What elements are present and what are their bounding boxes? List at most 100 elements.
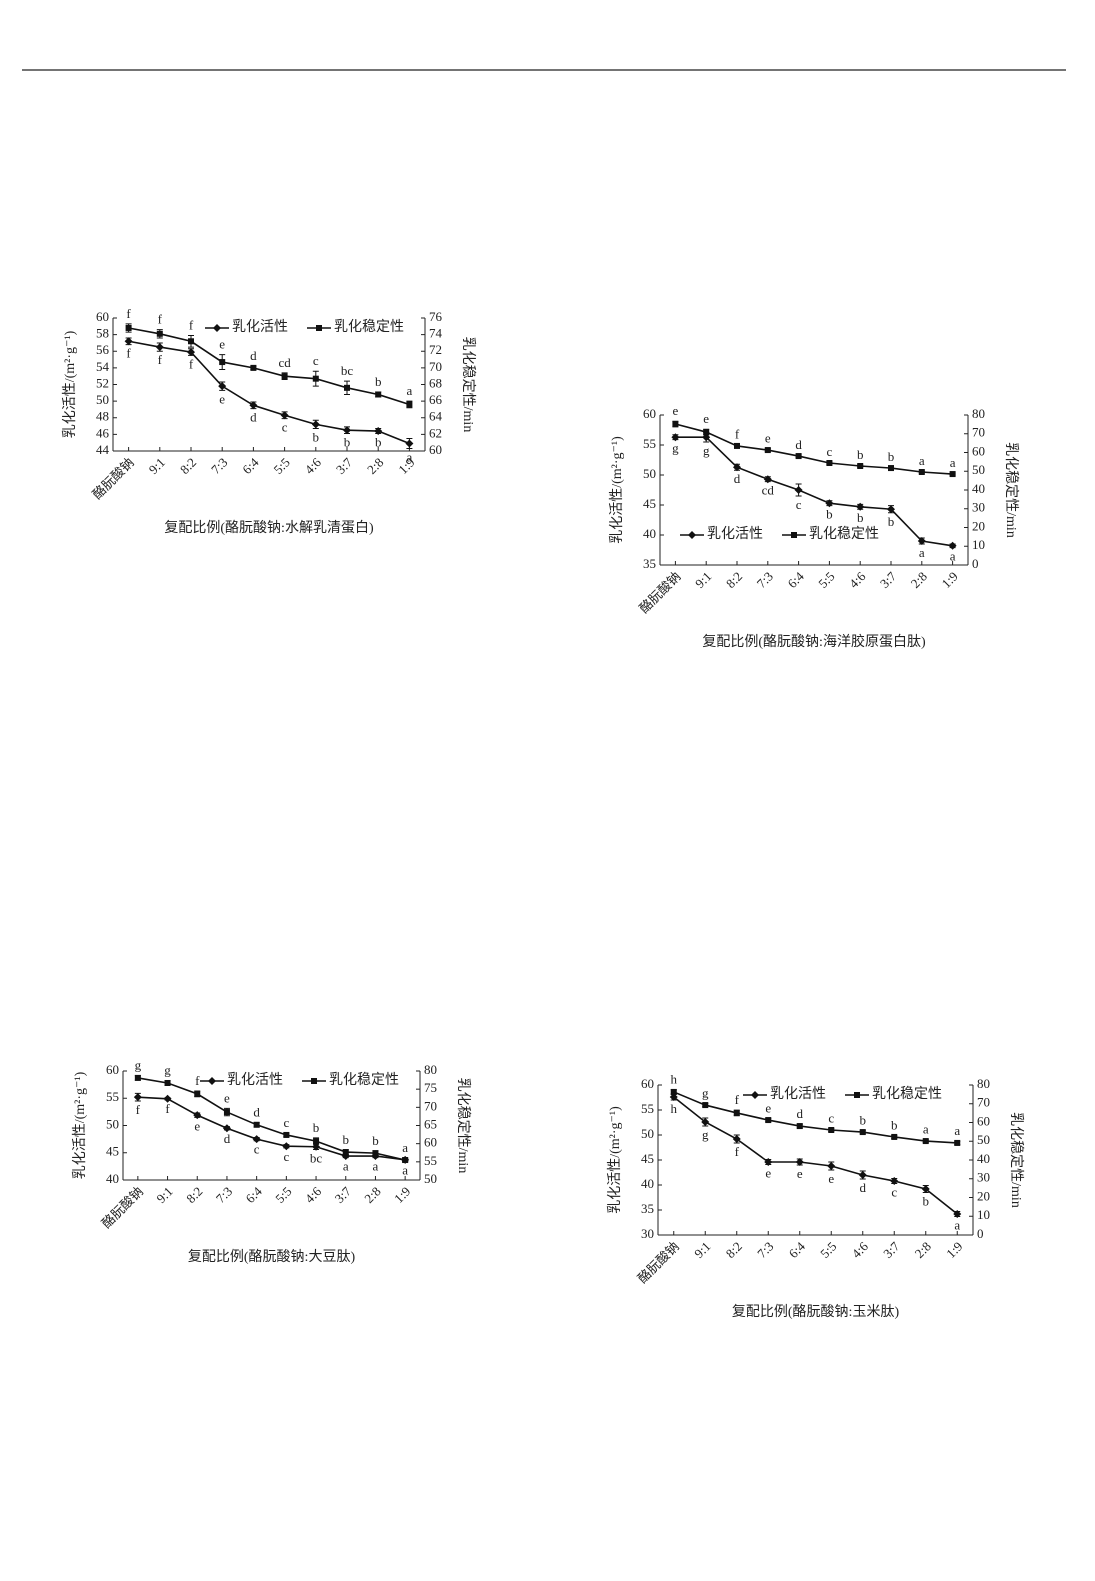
y-tick-label: 46 (96, 425, 110, 440)
legend-label: 乳化活性 (227, 1072, 283, 1088)
x-tick-label: 5:5 (270, 455, 292, 477)
significance-label: b (372, 1133, 379, 1148)
significance-label: a (402, 1140, 408, 1155)
y2-tick-label: 55 (424, 1153, 437, 1168)
marker (670, 1088, 677, 1095)
y2-tick-label: 68 (429, 375, 442, 390)
significance-label: a (919, 545, 925, 560)
significance-label: a (950, 455, 956, 470)
significance-label: h (671, 1101, 678, 1116)
x-tick-label: 9:1 (691, 1239, 713, 1261)
significance-label: e (673, 403, 679, 418)
y2-tick-label: 80 (972, 406, 985, 421)
legend-label: 乳化稳定性 (809, 526, 879, 542)
significance-label: f (735, 1092, 740, 1107)
marker (954, 1139, 961, 1146)
marker (283, 1131, 290, 1138)
x-axis-title: 复配比例(酪朊酸钠:大豆肽) (188, 1248, 356, 1265)
y2-axis-title: 乳化稳定性/min (1008, 1112, 1024, 1208)
y2-axis-title: 乳化稳定性/min (1003, 442, 1019, 538)
y2-tick-label: 10 (972, 537, 985, 552)
y-tick-label: 55 (106, 1089, 119, 1104)
y2-tick-label: 66 (429, 392, 443, 407)
significance-label: b (857, 447, 864, 462)
marker (164, 1079, 171, 1086)
significance-label: f (195, 1073, 200, 1088)
series-line (675, 423, 953, 475)
marker (688, 531, 696, 539)
x-tick-label: 7:3 (754, 569, 776, 591)
significance-label: a (402, 1162, 408, 1177)
marker (316, 325, 322, 331)
x-tick-label: 6:4 (239, 454, 262, 477)
marker (791, 532, 797, 538)
y2-tick-label: 0 (977, 1226, 984, 1241)
marker (763, 475, 772, 484)
significance-label: d (253, 1105, 260, 1120)
significance-label: b (313, 1120, 320, 1135)
series-line (128, 327, 410, 406)
y2-tick-label: 70 (424, 1098, 437, 1113)
marker (765, 1117, 772, 1124)
marker (194, 1090, 201, 1097)
marker (890, 1177, 899, 1185)
y2-tick-label: 40 (972, 481, 985, 496)
y-tick-label: 60 (643, 406, 656, 421)
y2-tick-label: 60 (972, 443, 985, 458)
x-tick-label: 7:3 (208, 455, 230, 477)
significance-label: c (254, 1142, 260, 1157)
significance-label: a (919, 453, 925, 468)
series-line (137, 1077, 406, 1161)
x-tick-label: 6:4 (243, 1183, 266, 1206)
y-axis-title: 乳化活性/(m²·g⁻¹) (62, 330, 78, 438)
y2-tick-label: 72 (429, 342, 442, 357)
series-line (673, 1091, 958, 1144)
x-tick-label: 9:1 (153, 1184, 175, 1206)
legend-label: 乳化活性 (707, 526, 763, 542)
y-tick-label: 45 (643, 496, 656, 511)
x-tick-label: 酪朊酸钠 (635, 1239, 682, 1286)
significance-label: f (735, 426, 740, 441)
significance-label: a (407, 449, 413, 464)
x-tick-label: 9:1 (146, 455, 168, 477)
marker (223, 1109, 230, 1116)
y-tick-label: 45 (106, 1144, 119, 1159)
marker (193, 1111, 202, 1120)
significance-label: cd (762, 483, 775, 498)
marker (124, 337, 133, 346)
y2-tick-label: 70 (977, 1095, 990, 1110)
marker (312, 375, 319, 382)
significance-label: b (313, 430, 320, 445)
marker (155, 343, 164, 352)
significance-label: e (765, 1165, 771, 1180)
y-tick-label: 35 (643, 556, 656, 571)
marker (917, 537, 926, 545)
significance-label: c (891, 1184, 897, 1199)
y2-tick-label: 20 (977, 1188, 990, 1203)
y-tick-label: 58 (96, 326, 109, 341)
x-tick-label: 5:5 (272, 1184, 294, 1206)
significance-label: d (860, 1180, 867, 1195)
significance-label: e (219, 391, 225, 406)
significance-label: g (702, 1127, 709, 1142)
significance-label: f (158, 312, 163, 327)
marker (672, 421, 679, 427)
significance-label: b (923, 1193, 930, 1208)
y2-tick-label: 20 (972, 518, 985, 533)
marker (252, 1135, 261, 1144)
significance-label: e (219, 337, 225, 352)
x-tick-label: 8:2 (723, 1239, 745, 1261)
y2-tick-label: 50 (977, 1132, 990, 1147)
marker (671, 433, 680, 442)
significance-label: a (954, 1217, 960, 1232)
significance-label: f (735, 1144, 740, 1159)
marker (249, 401, 258, 410)
series-line (675, 436, 953, 547)
significance-label: d (734, 471, 741, 486)
significance-label: e (765, 431, 771, 446)
x-tick-label: 酪朊酸钠 (636, 569, 683, 616)
x-tick-label: 1:9 (391, 1184, 413, 1206)
marker (134, 1074, 141, 1081)
marker (250, 364, 257, 371)
significance-label: b (857, 510, 864, 525)
